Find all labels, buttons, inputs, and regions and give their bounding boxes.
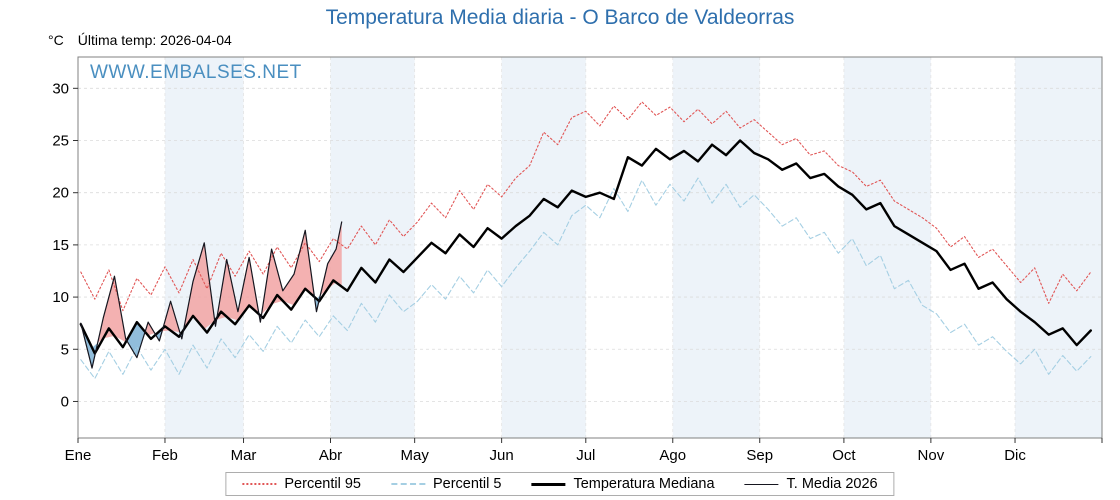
legend: Percentil 95 Percentil 5 Temperatura Med…	[225, 472, 895, 496]
svg-text:20: 20	[52, 185, 69, 202]
legend-line-mediana-icon	[531, 482, 566, 486]
svg-text:25: 25	[52, 133, 69, 150]
svg-text:May: May	[400, 447, 429, 464]
svg-text:Jul: Jul	[576, 447, 595, 464]
svg-text:Mar: Mar	[231, 447, 257, 464]
axis-header: °C Última temp: 2026-04-04	[48, 32, 232, 48]
last-temp-label: Última temp: 2026-04-04	[77, 32, 232, 48]
legend-line-percentil-5-icon	[390, 483, 425, 485]
legend-item-mediana: Temperatura Mediana	[531, 476, 715, 492]
legend-item-percentil-95: Percentil 95	[242, 476, 361, 492]
legend-item-tmedia-2026: T. Media 2026	[744, 476, 878, 492]
svg-text:Oct: Oct	[832, 447, 856, 464]
chart-canvas: 0 5 10 15 20 25 30 Ene Feb Mar Abr May Jun Jul Ago Sep O…	[52, 56, 1103, 464]
svg-text:Ago: Ago	[659, 447, 686, 464]
legend-label-percentil-5: Percentil 5	[432, 476, 502, 492]
svg-text:0: 0	[61, 393, 69, 410]
svg-text:Dic: Dic	[1004, 447, 1026, 464]
legend-label-tmedia-2026: T. Media 2026	[786, 476, 878, 492]
svg-text:15: 15	[52, 237, 69, 254]
svg-text:10: 10	[52, 289, 69, 306]
svg-text:Feb: Feb	[152, 447, 178, 464]
svg-text:Ene: Ene	[65, 447, 92, 464]
svg-text:Abr: Abr	[319, 447, 342, 464]
y-unit-label: °C	[48, 32, 64, 48]
svg-text:Jun: Jun	[490, 447, 514, 464]
svg-text:30: 30	[52, 80, 69, 97]
legend-item-percentil-5: Percentil 5	[390, 476, 502, 492]
legend-label-mediana: Temperatura Mediana	[573, 476, 715, 492]
legend-line-tmedia-2026-icon	[744, 483, 779, 485]
legend-line-percentil-95-icon	[242, 483, 277, 485]
chart-title: Temperatura Media diaria - O Barco de Va…	[325, 6, 795, 29]
svg-text:5: 5	[61, 341, 69, 358]
legend-label-percentil-95: Percentil 95	[284, 476, 361, 492]
svg-text:Sep: Sep	[746, 447, 773, 464]
svg-text:Nov: Nov	[918, 447, 945, 464]
watermark-text: WWW.EMBALSES.NET	[90, 62, 302, 83]
